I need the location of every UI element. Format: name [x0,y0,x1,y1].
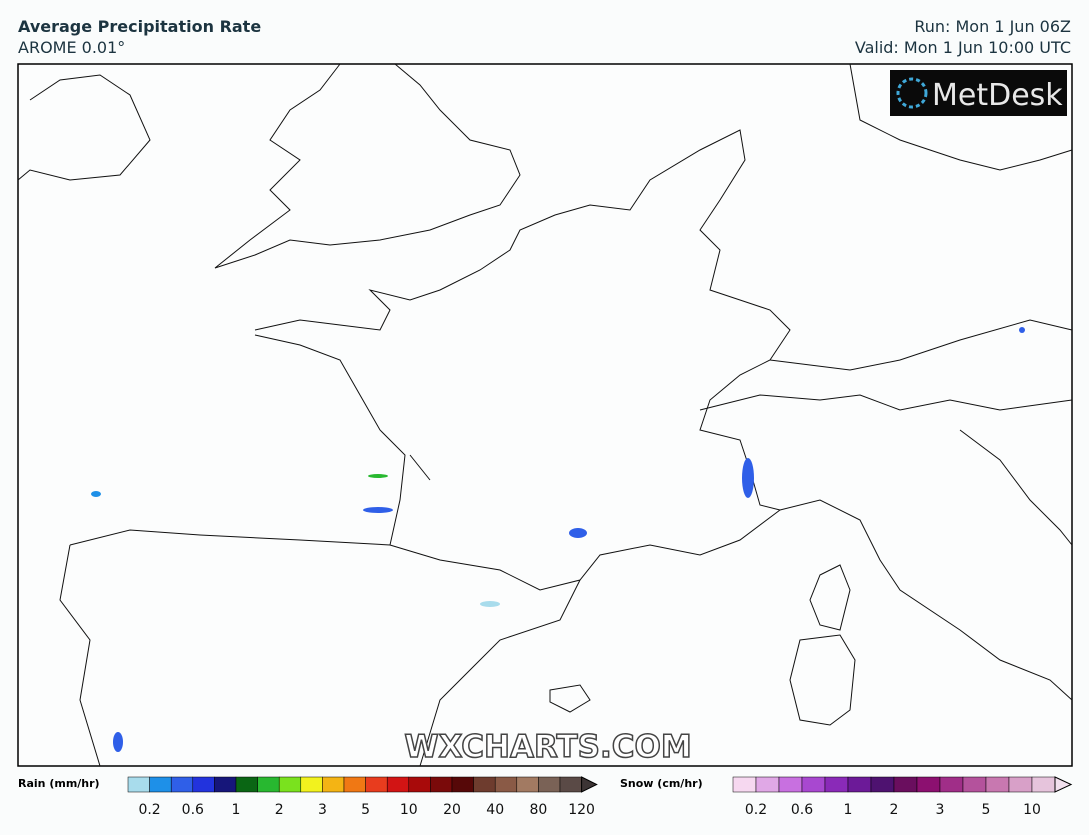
color-swatch [824,776,849,793]
color-swatch [755,776,780,793]
valid: Valid: Mon 1 Jun 10:00 UTC [855,38,1071,57]
tick-label: 3 [318,802,327,818]
color-swatch [778,776,803,793]
title: Average Precipitation Rate [18,17,261,36]
legend-label: Snow (cm/hr) [620,777,703,790]
model: AROME 0.01° [18,38,125,57]
color-swatch [559,776,582,793]
tick-label: 10 [1023,802,1041,818]
color-swatch [386,776,410,793]
tick-label: 120 [568,802,595,818]
precipitation [91,327,1025,752]
color-swatch [430,776,453,793]
tick-label: 0.2 [138,802,160,818]
color-swatch [801,776,826,793]
logo-box [890,70,1067,116]
watermark: WXCHARTS.COM [404,729,691,765]
tick-label: 1 [232,802,241,818]
color-swatch [451,776,474,793]
color-swatch [127,776,150,793]
legends: Rain (mm/hr) 0.2 0.6 1 2 3 5 10 20 40 80 120 Snow (c… [18,776,1073,818]
color-swatch [235,776,258,793]
logo: MetDesk [932,78,1063,113]
color-swatch [939,776,964,793]
tick-label: 2 [275,802,284,818]
map [17,63,1073,767]
color-swatch [149,776,172,793]
tick-label: 1 [844,802,853,818]
color-swatch [847,776,872,793]
color-swatch [257,776,280,793]
tick-label: 5 [982,802,991,818]
color-swatch [322,776,345,793]
color-swatch [214,776,237,793]
logo-icon [896,77,928,109]
color-swatch [870,776,895,793]
color-swatch [962,776,987,793]
tick-label: 2 [890,802,899,818]
tick-label: 3 [936,802,945,818]
tick-label: 0.2 [745,802,767,818]
tick-label: 20 [443,802,461,818]
color-swatch [1031,776,1056,793]
color-swatch [985,776,1010,793]
tick-label: 10 [400,802,418,818]
color-swatch [278,776,302,793]
color-swatch [732,776,757,793]
color-swatch [408,776,431,793]
color-swatch [170,776,194,793]
color-swatch [365,776,388,793]
color-swatch [473,776,496,793]
color-swatch [538,776,561,793]
color-swatch [893,776,918,793]
color-arrow [581,776,598,793]
color-swatch [494,776,518,793]
tick-label: 0.6 [791,802,813,818]
tick-label: 40 [486,802,504,818]
tick-label: 80 [529,802,547,818]
legend-label: Rain (mm/hr) [18,777,100,790]
color-swatch [1008,776,1033,793]
run: Run: Mon 1 Jun 06Z [914,17,1071,36]
color-swatch [300,776,323,793]
color-swatch [343,776,366,793]
color-swatch [516,776,539,793]
color-swatch [916,776,941,793]
tick-label: 5 [361,802,370,818]
tick-label: 0.6 [182,802,204,818]
color-swatch [192,776,215,793]
color-arrow [1054,776,1073,793]
